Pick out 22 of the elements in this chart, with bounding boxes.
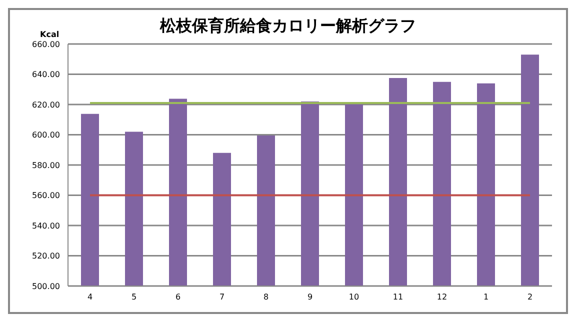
x-tick-label: 10	[348, 292, 360, 302]
y-tick-label: 600.00	[32, 130, 60, 140]
y-tick-label: 560.00	[32, 191, 60, 200]
y-tick-label: 640.00	[32, 70, 60, 80]
x-tick-label: 4	[87, 292, 93, 302]
y-tick-label: 500.00	[32, 282, 60, 291]
x-tick-label: 6	[175, 292, 181, 302]
x-tick-label: 8	[263, 292, 269, 302]
x-tick-label: 7	[219, 292, 225, 302]
y-tick-label: 520.00	[32, 252, 60, 261]
y-tick-label: 540.00	[32, 221, 60, 230]
x-tick-label: 5	[131, 292, 137, 302]
y-axis-title: Kcal	[40, 30, 60, 39]
y-tick-label: 580.00	[32, 160, 60, 170]
chart-title: 松枝保育所給食カロリー解析グラフ	[160, 16, 416, 35]
x-tick-label: 11	[392, 292, 404, 302]
y-tick-label: 660.00	[32, 40, 60, 49]
x-tick-label: 9	[307, 292, 313, 302]
x-tick-label: 1	[483, 292, 489, 302]
x-tick-label: 2	[527, 292, 533, 302]
x-tick-label: 12	[436, 292, 448, 302]
y-tick-label: 620.00	[32, 100, 60, 110]
